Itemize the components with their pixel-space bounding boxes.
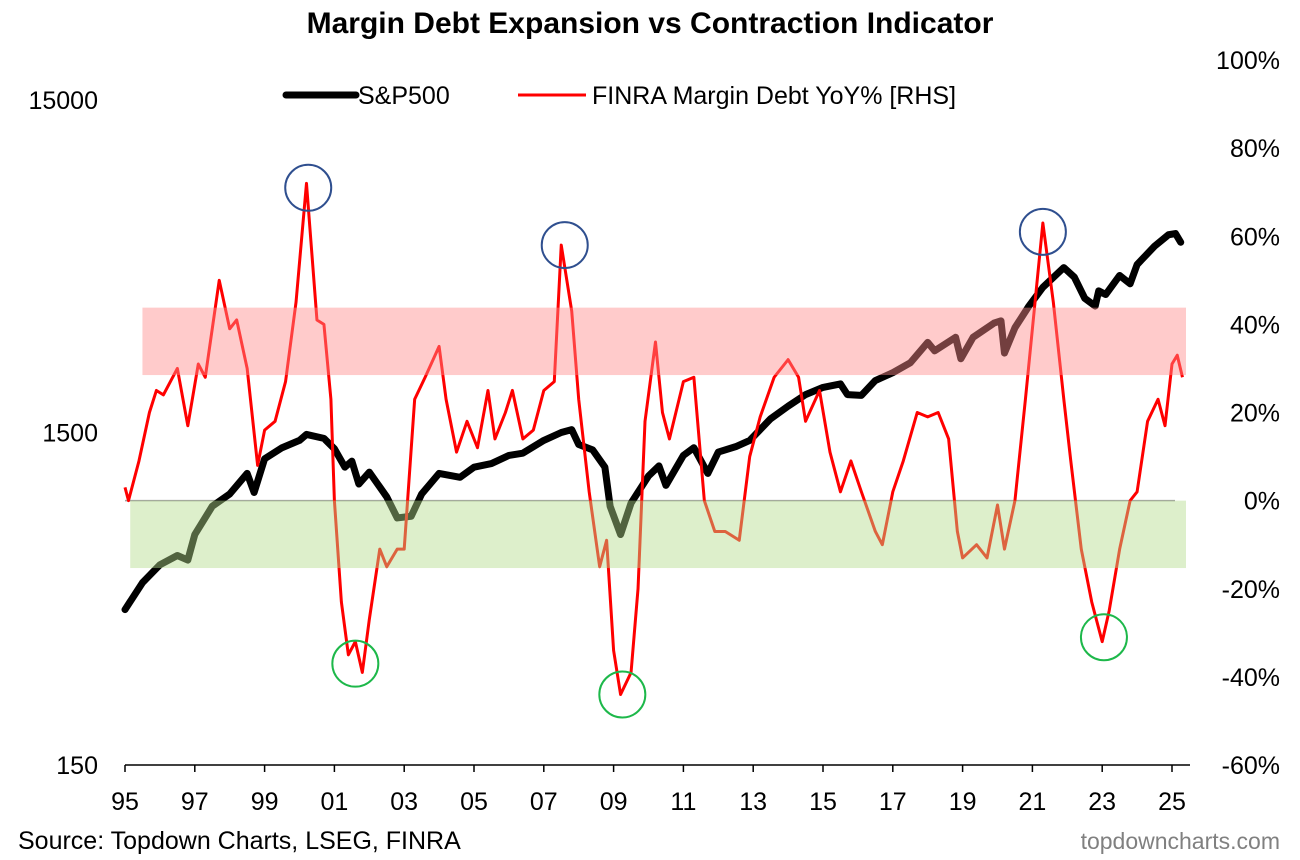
x-tick-label: 17 (879, 788, 907, 816)
x-tick-label: 09 (600, 788, 628, 816)
x-tick-label: 23 (1088, 788, 1116, 816)
axes: 95 97 99 01 03 05 07 09 11 13 15 17 19 21 23 25 150 1500 1… (28, 47, 1280, 816)
x-tick-label: 15 (809, 788, 837, 816)
left-tick-label: 15000 (28, 87, 98, 115)
x-tick-label: 13 (739, 788, 767, 816)
left-tick-label: 150 (56, 752, 98, 780)
peak-circle (1018, 207, 1067, 256)
x-tick-label: 25 (1158, 788, 1186, 816)
x-tick-label: 05 (460, 788, 488, 816)
x-tick-label: 21 (1018, 788, 1046, 816)
trough-circle (331, 639, 380, 688)
legend: S&P500 FINRA Margin Debt YoY% [RHS] (282, 82, 956, 110)
source-note: Source: Topdown Charts, LSEG, FINRA (18, 827, 461, 855)
right-tick-label: 60% (1230, 223, 1280, 251)
x-tick-label: 03 (390, 788, 418, 816)
peak-circle (284, 163, 333, 212)
right-tick-label: 20% (1230, 400, 1280, 428)
right-tick-label: -60% (1222, 752, 1280, 780)
band-contraction (130, 500, 1187, 569)
legend-label-margin: FINRA Margin Debt YoY% [RHS] (592, 82, 956, 110)
x-tick-label: 19 (949, 788, 977, 816)
chart-title: Margin Debt Expansion vs Contraction Ind… (307, 7, 994, 40)
plot-area (121, 163, 1187, 719)
x-tick-label: 07 (530, 788, 558, 816)
right-tick-label: -40% (1222, 664, 1280, 692)
x-tick-label: 01 (320, 788, 348, 816)
trough-circle (1079, 613, 1128, 662)
peak-circle (540, 221, 589, 270)
x-tick-label: 95 (111, 788, 139, 816)
right-tick-label: 100% (1216, 47, 1280, 75)
right-tick-label: 0% (1244, 488, 1280, 516)
x-tick-label: 97 (181, 788, 209, 816)
watermark: topdowncharts.com (1081, 828, 1280, 854)
x-tick-label: 99 (251, 788, 279, 816)
right-tick-label: -20% (1222, 576, 1280, 604)
legend-label-sp500: S&P500 (358, 82, 450, 110)
x-tick-label: 11 (670, 788, 696, 816)
right-tick-label: 80% (1230, 135, 1280, 163)
trough-circle (598, 670, 647, 719)
left-tick-label: 1500 (42, 420, 98, 448)
band-expansion (142, 307, 1187, 376)
series-line-margin-debt-yoy (123, 181, 1184, 696)
right-tick-label: 40% (1230, 311, 1280, 339)
